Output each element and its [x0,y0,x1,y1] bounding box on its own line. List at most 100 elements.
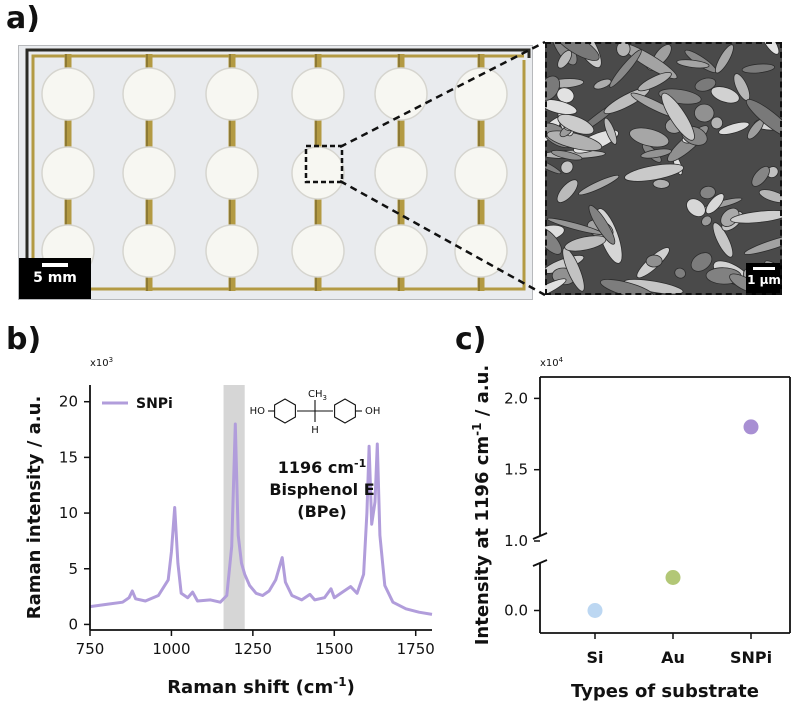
molecule-label-ho: HO [250,406,266,417]
y-tick-label: 15 [59,448,78,466]
nanorod [616,42,631,57]
nanorod [603,117,618,145]
nanorod [562,247,585,292]
x-category-label: Si [586,648,603,667]
gold-bottom-trace [31,60,526,291]
y-tick-label: 1.0 [504,532,528,550]
electrode-pad [205,67,259,121]
nanorod [730,210,782,224]
nanorod [593,78,612,90]
legend-label: SNPi [136,396,173,412]
nanorod [652,179,670,189]
panel-label-c: c) [455,322,487,357]
zoom-line-bottom [339,179,546,297]
nanorod [588,204,616,245]
y-axis-label-sup: -1 [470,422,484,435]
electrode-pad [374,224,428,278]
nanorod [640,148,672,159]
nanorod [690,252,713,272]
electrode-pad [41,67,95,121]
y-axis-label-end: / a.u. [472,365,493,423]
nanorod [694,77,717,92]
bpe-structure [268,398,362,424]
annotation-wavenumber-sup: -1 [354,457,366,470]
y-multiplier: x103 [90,356,113,369]
zoom-box [304,144,344,184]
y-tick-label: 5 [68,560,78,578]
nanorod [751,166,770,187]
nanorod [694,103,715,123]
nanorod [557,113,595,135]
nanorod [686,198,706,218]
electrode-pad [205,224,259,278]
nanorod [710,116,724,130]
y-multiplier: x104 [540,356,564,369]
x-category-label: SNPi [730,648,772,667]
sem-scale-bar: 1 μm [746,263,782,295]
molecule-label-h: H [311,425,319,436]
nanorod [545,75,561,101]
data-point [587,603,603,618]
bpe-ring-right [334,398,356,424]
nanorod [705,193,725,215]
nanorod [676,59,710,69]
electrode-pad [454,146,508,200]
y-multiplier-exponent: 3 [109,356,113,364]
nanorod [743,233,782,255]
molecule-label-oh: OH [365,406,380,417]
electrode-pad [122,224,176,278]
x-axis-label: Types of substrate [571,681,759,702]
y-axis-label: Raman intensity / a.u. [24,396,45,620]
sem-border [545,42,782,295]
nanorod [545,99,578,115]
y-tick-label: 10 [59,504,78,522]
electrode-pad [205,146,259,200]
photo-scale-bar-label: 5 mm [33,270,77,286]
electrode-pad [122,146,176,200]
nanorod [661,92,695,141]
data-point [743,419,759,435]
electrode-pad [374,146,428,200]
x-tick-label: 1250 [234,640,272,658]
electrode-pad [454,224,508,278]
nanorod [609,49,642,88]
axis-break-mark-lower [532,559,548,567]
nanorod [629,127,670,148]
raman-spectrum-chart: 750 1000 1250 1500 1750 0 5 10 15 20 x103 Raman shi… [24,356,435,698]
photo-scale-bar-line [42,263,68,267]
nanorod [710,86,740,104]
zoom-line-top [339,40,546,149]
frame-trace [25,48,531,294]
nanorod [699,185,716,200]
y-tick-label: 1.5 [504,461,528,479]
nanorod [741,63,776,74]
annotation-abbrev: (BPe) [297,502,346,521]
nanorod [578,174,620,196]
axis-break-mark-upper [532,532,548,540]
x-tick-label: 1500 [315,640,353,658]
annotation-compound: Bisphenol E [269,480,374,499]
substrate-intensity-chart: 0.0 1.0 1.5 2.0 Si Au SNPi x104 Types of substra… [470,356,791,702]
photo-scale-bar: 5 mm [19,258,91,299]
nanorod [637,71,672,92]
y-tick-label: 2.0 [504,389,528,407]
device-photo: 5 mm [18,45,533,300]
x-axis-label-sup: -1 [333,675,346,689]
nanorod [553,42,600,61]
nanorod [674,267,686,279]
x-category-label: Au [661,648,685,667]
nanorod [545,227,563,255]
x-tick-label: 750 [76,640,105,658]
panel-label-a: a) [6,1,40,36]
nanorod [712,222,734,258]
spectrum-line-snpi [89,422,433,616]
sem-scale-bar-line [753,267,775,270]
molecule-label-ch3-sub: 3 [323,394,327,402]
electrode-pad [374,67,428,121]
nanorod [701,215,712,227]
nanorod [560,160,574,174]
y-tick-label: 0 [68,615,78,633]
nanorod [645,254,663,268]
x-axis-label-end: ) [347,677,355,698]
